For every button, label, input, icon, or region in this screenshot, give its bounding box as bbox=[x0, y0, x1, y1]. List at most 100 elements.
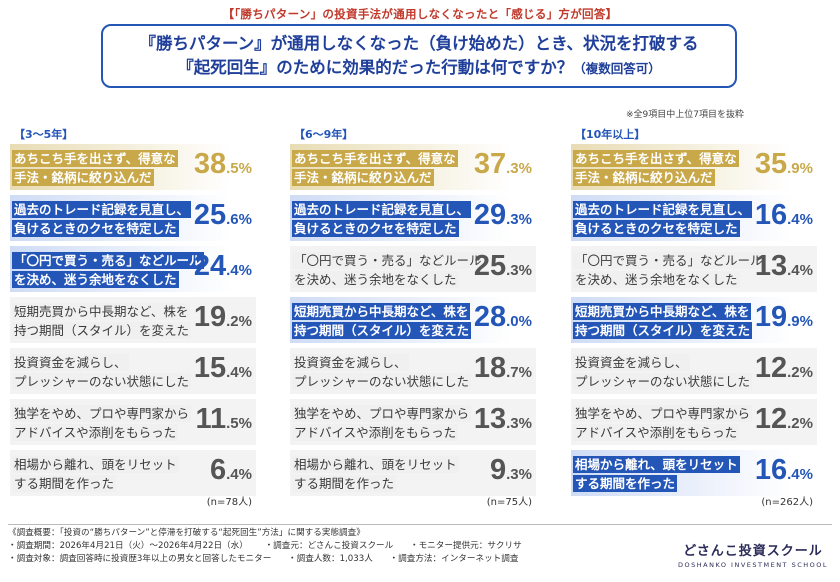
result-item: あちこち手を出さず、得意な 手法・銘柄に絞り込んだ 35.9% bbox=[571, 144, 817, 190]
percentage-integer: 19 bbox=[754, 301, 788, 333]
item-label-line-1: 相場から離れ、頭をリセット bbox=[573, 456, 740, 473]
result-item: 「〇円で買う・売る」などルール を決め、迷う余地をなくした 13.4% bbox=[571, 246, 817, 292]
sample-size: (n=75人) bbox=[486, 497, 532, 508]
item-percentage: 25.6% bbox=[194, 199, 252, 232]
item-percentage: 11.5% bbox=[195, 403, 252, 436]
item-label-line-1: 投資資金を減らし、 bbox=[292, 354, 409, 371]
item-label-line-2: 手法・銘柄に絞り込んだ bbox=[573, 169, 715, 186]
item-label-line-2: 手法・銘柄に絞り込んだ bbox=[12, 169, 154, 186]
item-label: 独学をやめ、プロや専門家から アドバイスや添削をもらった bbox=[292, 403, 472, 441]
item-percentage: 25.3% bbox=[474, 250, 532, 283]
item-label-line-1: あちこち手を出さず、得意な bbox=[573, 150, 739, 167]
item-percentage: 37.3% bbox=[474, 148, 532, 181]
result-item: 相場から離れ、頭をリセット する期間を作った 9.3% bbox=[290, 450, 536, 496]
percentage-integer: 11 bbox=[195, 403, 227, 435]
result-item: あちこち手を出さず、得意な 手法・銘柄に絞り込んだ 38.5% bbox=[10, 144, 256, 190]
percentage-decimal: .3% bbox=[506, 262, 532, 279]
percentage-integer: 6 bbox=[210, 454, 227, 486]
item-percentage: 19.2% bbox=[194, 301, 252, 334]
item-percentage: 29.3% bbox=[474, 199, 532, 232]
item-label-line-1: 独学をやめ、プロや専門家から bbox=[573, 405, 753, 422]
result-item: 相場から離れ、頭をリセット する期間を作った 6.4% bbox=[10, 450, 256, 496]
item-label-line-2: プレッシャーのない状態にした bbox=[573, 373, 753, 390]
footer-monitor: ・モニター提供元：サクリサ bbox=[409, 541, 522, 551]
percentage-integer: 25 bbox=[193, 199, 227, 231]
item-percentage: 16.4% bbox=[755, 454, 813, 487]
item-label-line-1: 相場から離れ、頭をリセット bbox=[292, 456, 459, 473]
percentage-integer: 35 bbox=[754, 148, 788, 180]
item-label: 投資資金を減らし、 プレッシャーのない状態にした bbox=[573, 352, 753, 390]
item-label: 過去のトレード記録を見直し、 負けるときのクセを特定した bbox=[12, 199, 192, 237]
item-label-line-2: アドバイスや添削をもらった bbox=[292, 424, 459, 441]
percentage-integer: 9 bbox=[490, 454, 507, 486]
item-label-line-2: を決め、迷う余地をなくした bbox=[292, 271, 459, 288]
percentage-decimal: .3% bbox=[506, 211, 532, 228]
result-item: 「〇円で買う・売る」などルール を決め、迷う余地をなくした 24.4% bbox=[10, 246, 256, 292]
question-line-1: 『勝ちパターン』が通用しなくなった（負け始めた）とき、状況を打破する bbox=[139, 33, 699, 53]
item-label: 投資資金を減らし、プレッシャーのない状態にした bbox=[292, 352, 472, 390]
column-title: 【6～9年】 bbox=[294, 128, 354, 141]
sample-size: (n=262人) bbox=[761, 497, 813, 508]
item-percentage: 13.4% bbox=[755, 250, 813, 283]
item-label-line-1: あちこち手を出さず、得意な bbox=[292, 150, 458, 167]
result-item: 短期売買から中長期など、株を 持つ期間（スタイル）を変えた 19.2% bbox=[10, 297, 256, 343]
percentage-decimal: .4% bbox=[226, 364, 252, 381]
item-label: あちこち手を出さず、得意な 手法・銘柄に絞り込んだ bbox=[573, 148, 753, 186]
percentage-decimal: .2% bbox=[226, 313, 252, 330]
percentage-decimal: .2% bbox=[787, 364, 813, 381]
item-label-line-1: 過去のトレード記録を見直し、 bbox=[573, 201, 753, 218]
sample-size: (n=78人) bbox=[206, 497, 252, 508]
item-label-line-2: 負けるときのクセを特定した bbox=[573, 220, 740, 237]
result-item: 短期売買から中長期など、株を 持つ期間（スタイル）を変えた 19.9% bbox=[571, 297, 817, 343]
item-label-line-1: 独学をやめ、プロや専門家から bbox=[12, 405, 192, 422]
item-label-line-1: 短期売買から中長期など、株を bbox=[12, 303, 191, 320]
result-item: 短期売買から中長期など、株を 持つ期間（スタイル）を変えた 28.0% bbox=[290, 297, 536, 343]
result-item: 過去のトレード記録を見直し、 負けるときのクセを特定した 16.4% bbox=[571, 195, 817, 241]
item-label-line-1: 独学をやめ、プロや専門家から bbox=[292, 405, 472, 422]
item-percentage: 19.9% bbox=[755, 301, 813, 334]
percentage-decimal: .2% bbox=[787, 415, 813, 432]
percentage-decimal: .6% bbox=[226, 211, 252, 228]
percentage-decimal: .3% bbox=[506, 415, 532, 432]
item-label-line-2: プレッシャーのない状態にした bbox=[292, 373, 472, 390]
item-percentage: 12.2% bbox=[755, 403, 813, 436]
item-label-line-2: アドバイスや添削をもらった bbox=[12, 424, 179, 441]
column-title: 【10年以上】 bbox=[575, 128, 646, 141]
percentage-decimal: .7% bbox=[506, 364, 532, 381]
item-label-line-2: 持つ期間（スタイル）を変えた bbox=[12, 322, 192, 339]
result-item: あちこち手を出さず、得意な 手法・銘柄に絞り込んだ 37.3% bbox=[290, 144, 536, 190]
item-percentage: 35.9% bbox=[755, 148, 813, 181]
percentage-integer: 19 bbox=[193, 301, 227, 333]
item-label-line-1: 「〇円で買う・売る」などルール bbox=[292, 252, 484, 269]
footer-row-1: ・調査期間：2026年4月21日（火）～2026年4月22日（水） ・調査元：ど… bbox=[8, 540, 832, 553]
percentage-integer: 18 bbox=[473, 352, 507, 384]
result-item: 「〇円で買う・売る」などルール を決め、迷う余地をなくした 25.3% bbox=[290, 246, 536, 292]
result-item: 独学をやめ、プロや専門家から アドバイスや添削をもらった 13.3% bbox=[290, 399, 536, 445]
column-title: 【3～5年】 bbox=[14, 128, 74, 141]
percentage-decimal: .5% bbox=[226, 415, 252, 432]
footer-method: ・調査方法：インターネット調査 bbox=[389, 554, 519, 564]
question-line-2-note: （複数回答可） bbox=[573, 60, 661, 76]
item-label-line-1: 短期売買から中長期など、株を bbox=[573, 303, 752, 320]
footer-organizer: ・調査元：どさんこ投資スクール bbox=[264, 541, 394, 551]
percentage-integer: 25 bbox=[473, 250, 507, 282]
result-column-2: 【6～9年】 あちこち手を出さず、得意な 手法・銘柄に絞り込んだ 37.3% 過去のトレ… bbox=[290, 126, 536, 521]
percentage-decimal: .4% bbox=[787, 211, 813, 228]
question-line-2-main: 『起死回生』のために効果的だった行動は何ですか？ bbox=[177, 57, 574, 77]
item-label-line-2: 手法・銘柄に絞り込んだ bbox=[292, 169, 434, 186]
percentage-integer: 12 bbox=[754, 403, 788, 435]
item-label-line-1: 相場から離れ、頭をリセット bbox=[12, 456, 179, 473]
item-label: 短期売買から中長期など、株を 持つ期間（スタイル）を変えた bbox=[292, 301, 472, 339]
percentage-decimal: .4% bbox=[226, 262, 252, 279]
item-label: あちこち手を出さず、得意な 手法・銘柄に絞り込んだ bbox=[292, 148, 472, 186]
footer-row-2: ・調査対象：調査回答時に投資歴3年以上の男女と回答したモニター ・調査人数：1,… bbox=[8, 553, 832, 566]
survey-footer: 《調査概要：「投資の“勝ちパターン”と停滞を打破する“起死回生”方法」に関する実… bbox=[8, 524, 832, 580]
percentage-decimal: .9% bbox=[787, 313, 813, 330]
item-label-line-2: を決め、迷う余地をなくした bbox=[573, 271, 740, 288]
item-label-line-1: あちこち手を出さず、得意な bbox=[12, 150, 178, 167]
result-item: 過去のトレード記録を見直し、 負けるときのクセを特定した 29.3% bbox=[290, 195, 536, 241]
item-label: あちこち手を出さず、得意な 手法・銘柄に絞り込んだ bbox=[12, 148, 192, 186]
question-box: 『勝ちパターン』が通用しなくなった（負け始めた）とき、状況を打破する 『起死回生… bbox=[101, 24, 737, 88]
percentage-decimal: .3% bbox=[506, 466, 532, 483]
item-percentage: 6.4% bbox=[210, 454, 252, 487]
